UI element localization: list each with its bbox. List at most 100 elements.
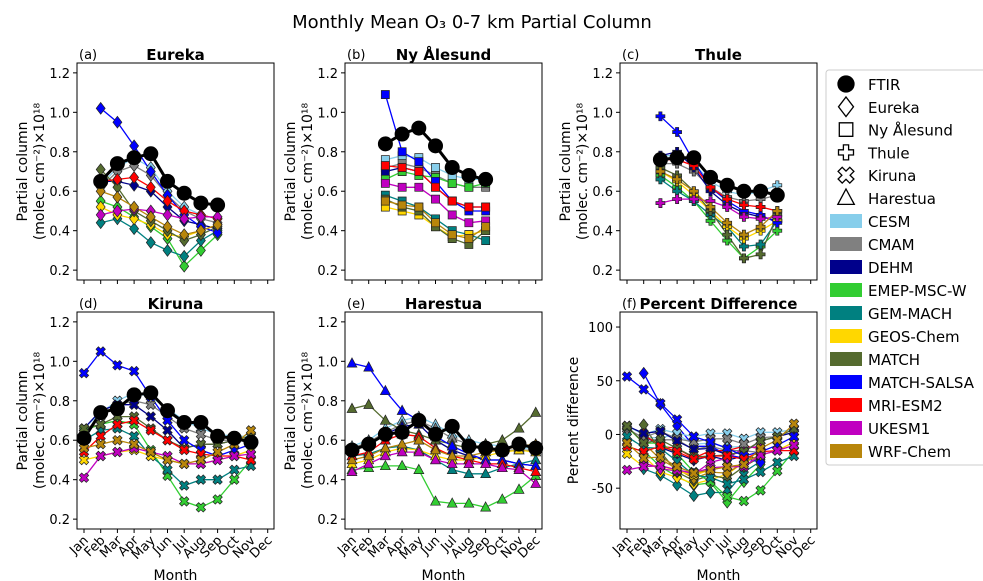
ftir-marker [143, 385, 159, 401]
legend-swatch [830, 444, 862, 458]
ftir-marker [686, 150, 702, 166]
ftir-marker [736, 183, 752, 199]
y-tick-label: 1.0 [317, 355, 338, 370]
model-marker [212, 226, 223, 240]
legend-swatch [830, 260, 862, 274]
model-marker [212, 474, 223, 485]
model-marker [688, 489, 699, 503]
model-marker [145, 399, 156, 411]
panel-title: Ny Ålesund [396, 45, 492, 64]
legend-label: Thule [867, 144, 910, 162]
legend-swatch [830, 421, 862, 435]
y-tick-label: 100 [588, 321, 613, 336]
model-marker [480, 467, 492, 478]
model-marker [95, 346, 106, 357]
x-axis-label: Month [422, 568, 466, 581]
model-marker [95, 208, 106, 222]
model-marker [162, 425, 173, 436]
legend-marker [837, 95, 855, 118]
model-marker [78, 367, 90, 379]
legend-marker [836, 187, 856, 206]
model-marker [755, 485, 766, 496]
ftir-marker [444, 160, 460, 176]
legend-marker [837, 166, 855, 185]
ftir-marker [176, 414, 192, 430]
legend-label: FTIR [868, 76, 900, 94]
model-marker [414, 182, 424, 192]
model-marker [379, 441, 391, 453]
ftir-marker [719, 177, 735, 193]
model-marker [772, 206, 783, 216]
model-line [83, 419, 252, 509]
ftir-marker [478, 440, 494, 456]
panel-title: Thule [695, 46, 742, 64]
model-marker [688, 186, 699, 197]
model-marker [638, 452, 649, 464]
model-marker [755, 239, 766, 250]
model-marker [112, 435, 123, 446]
model-marker [195, 454, 207, 466]
model-marker [722, 202, 733, 212]
model-marker [414, 167, 424, 176]
panel-title: Kiruna [148, 295, 204, 313]
model-marker [195, 210, 206, 224]
model-marker [672, 194, 682, 204]
model-marker [464, 202, 474, 212]
model-marker [396, 438, 408, 449]
y-tick-label: 1.2 [317, 67, 338, 82]
model-marker [481, 236, 491, 245]
model-marker [380, 161, 390, 170]
model-marker [705, 202, 716, 212]
model-marker [179, 259, 190, 273]
legend-swatch [830, 214, 862, 228]
model-marker [739, 200, 749, 210]
y-tick-label: 0.6 [317, 434, 338, 449]
model-marker [95, 450, 106, 462]
y-tick-label: 0.6 [49, 434, 70, 449]
model-marker [212, 494, 223, 505]
model-marker [397, 163, 407, 172]
model-marker [738, 495, 750, 507]
y-tick-label: 0.4 [317, 225, 338, 240]
model-marker [128, 438, 140, 450]
legend-swatch [830, 329, 862, 343]
plot-frame [619, 311, 818, 530]
model-marker [672, 174, 682, 185]
model-marker [621, 420, 633, 432]
ftir-marker [461, 167, 477, 183]
y-tick-label: 0 [605, 428, 613, 443]
model-marker [363, 457, 375, 469]
model-marker [513, 463, 525, 474]
model-marker [179, 435, 190, 446]
legend-label: GEM-MACH [868, 305, 952, 323]
model-marker [145, 210, 156, 224]
plot-frame [76, 311, 275, 530]
y-tick-label: 1.2 [592, 67, 613, 82]
model-marker [145, 165, 156, 178]
model-marker [788, 418, 800, 430]
model-marker [431, 182, 440, 192]
model-marker [129, 222, 140, 236]
model-marker [128, 365, 140, 377]
ftir-marker [377, 136, 393, 152]
model-marker [179, 458, 190, 470]
model-marker [446, 457, 458, 469]
model-marker [112, 190, 123, 204]
y-tick-label: 0.2 [49, 513, 70, 528]
ftir-marker [210, 197, 226, 213]
ftir-marker [344, 442, 360, 458]
legend-label: MRI-ESM2 [868, 397, 943, 415]
model-marker [379, 459, 391, 471]
model-marker [755, 221, 766, 232]
model-marker [112, 446, 123, 458]
model-marker [446, 463, 458, 474]
y-tick-label: 0.4 [317, 474, 338, 489]
model-marker [179, 480, 190, 491]
y-tick-label: 1.0 [49, 106, 70, 121]
panel-label: (e) [347, 297, 365, 312]
model-marker [481, 222, 491, 232]
y-axis-label: (molec. cm⁻²)×10¹⁸ [32, 102, 48, 240]
ftir-marker [109, 156, 125, 172]
y-tick-label: 0.6 [592, 185, 613, 200]
